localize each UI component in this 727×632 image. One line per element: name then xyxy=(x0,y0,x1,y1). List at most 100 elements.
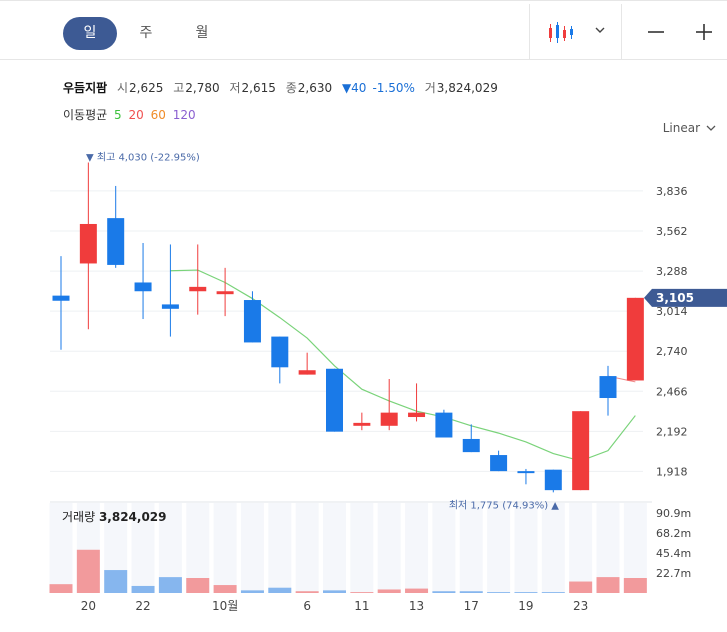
scale-selector[interactable]: Linear xyxy=(663,121,716,135)
current-price-label: 3,105 xyxy=(656,291,694,305)
tab-daily[interactable]: 일 xyxy=(63,17,117,50)
x-tick-label: 17 xyxy=(464,599,479,613)
volume-bar xyxy=(623,578,647,593)
zoom-in-button[interactable] xyxy=(693,21,715,43)
volume-column-bg xyxy=(459,503,483,593)
volume-bar xyxy=(596,577,620,593)
volume-column-bg xyxy=(350,503,374,593)
candle-body xyxy=(353,422,371,426)
volume-bar xyxy=(76,549,100,593)
moving-average-legend: 이동평균 5 20 60 120 xyxy=(63,106,199,123)
chevron-down-icon xyxy=(706,125,716,131)
candle-body xyxy=(462,438,480,453)
price-tick-label: 1,918 xyxy=(656,465,688,478)
volume-column-bg xyxy=(131,503,155,593)
volume-column-bg xyxy=(596,503,620,593)
candle-body xyxy=(189,286,207,292)
period-tabs: 일 주 월 xyxy=(63,17,229,50)
volume-bar xyxy=(268,587,292,593)
volume-column-bg xyxy=(541,503,565,593)
ma-120-label[interactable]: 120 xyxy=(172,108,196,122)
volume-tick-label: 90.9m xyxy=(656,507,691,520)
volume-bar xyxy=(49,584,73,593)
candle-body xyxy=(626,297,644,381)
volume-tick-label: 45.4m xyxy=(656,547,691,560)
volume-header-value: 3,824,029 xyxy=(99,510,167,524)
x-tick-label: 11 xyxy=(354,599,369,613)
volume-bar xyxy=(459,591,483,593)
x-tick-label: 13 xyxy=(409,599,424,613)
x-tick-label: 22 xyxy=(135,599,150,613)
current-price-tag xyxy=(644,288,727,307)
ma5-line xyxy=(170,269,636,462)
stock-name: 우듬지팜 xyxy=(63,81,108,95)
candle-body xyxy=(544,469,562,491)
volume-bar xyxy=(213,585,237,593)
ma-5-label[interactable]: 5 xyxy=(114,108,122,122)
volume-bar xyxy=(104,570,128,593)
candlestick-icon[interactable] xyxy=(548,21,576,45)
open-value: 2,625 xyxy=(129,81,164,95)
open-label: 시 xyxy=(117,81,129,95)
volume-bar xyxy=(541,592,565,593)
ma-60-label[interactable]: 60 xyxy=(150,108,166,122)
candle-body xyxy=(517,471,535,474)
volume-column-bg xyxy=(514,503,538,593)
volume-bar xyxy=(569,581,593,593)
volume-bar xyxy=(295,591,319,593)
tab-monthly[interactable]: 월 xyxy=(195,25,209,41)
volume-column-bg xyxy=(623,503,647,593)
price-tick-label: 3,836 xyxy=(656,185,688,198)
price-tick-label: 3,562 xyxy=(656,225,688,238)
candle-body xyxy=(79,223,97,264)
candle-body xyxy=(435,412,453,438)
volume-value: 3,824,029 xyxy=(436,81,498,95)
volume-tick-label: 22.7m xyxy=(656,567,691,580)
high-annotation: ▼ 최고 4,030 (-22.95%) xyxy=(86,152,200,164)
x-tick-label: 23 xyxy=(573,599,588,613)
volume-bar xyxy=(131,585,155,593)
price-tick-label: 2,740 xyxy=(656,345,688,358)
candle-body xyxy=(490,455,508,472)
volume-bar xyxy=(487,592,511,593)
candle-body xyxy=(326,368,343,432)
volume-column-bg xyxy=(186,503,210,593)
volume-tick-label: 68.2m xyxy=(656,527,691,540)
volume-header-label: 거래량 xyxy=(62,510,99,524)
chevron-down-icon[interactable] xyxy=(594,26,606,34)
volume-bar xyxy=(405,588,429,593)
price-tick-label: 2,466 xyxy=(656,385,688,398)
chart-toolbar: 일 주 월 xyxy=(0,0,727,60)
volume-label: 거 xyxy=(424,81,436,95)
volume-column-bg xyxy=(295,503,319,593)
quote-summary: 우듬지팜 시2,625 고2,780 저2,615 종2,630 ▼40 -1.5… xyxy=(63,79,504,96)
candle-body xyxy=(161,304,179,309)
volume-column-bg xyxy=(569,503,593,593)
candle-body xyxy=(599,376,617,399)
volume-bar xyxy=(240,590,264,593)
volume-bar xyxy=(158,577,182,593)
zoom-out-button[interactable] xyxy=(645,21,667,43)
x-tick-label: 10월 xyxy=(212,599,238,613)
volume-bar xyxy=(186,578,210,593)
candle-body xyxy=(380,412,398,426)
toolbar-divider xyxy=(621,4,622,60)
low-value: 2,615 xyxy=(241,81,276,95)
volume-column-bg xyxy=(405,503,429,593)
candle-body xyxy=(271,336,289,368)
candle-body xyxy=(572,411,590,491)
candle-body xyxy=(408,412,426,418)
volume-column-bg xyxy=(268,503,292,593)
low-label: 저 xyxy=(229,81,241,95)
x-tick-label: 19 xyxy=(518,599,533,613)
volume-bar xyxy=(323,590,346,593)
ma-20-label[interactable]: 20 xyxy=(128,108,144,122)
candle-body xyxy=(216,291,234,295)
price-tick-label: 2,192 xyxy=(656,425,688,438)
volume-column-bg xyxy=(49,503,73,593)
tab-weekly[interactable]: 주 xyxy=(139,25,153,41)
high-label: 고 xyxy=(173,81,185,95)
volume-column-bg xyxy=(158,503,182,593)
candle-body xyxy=(134,282,152,292)
